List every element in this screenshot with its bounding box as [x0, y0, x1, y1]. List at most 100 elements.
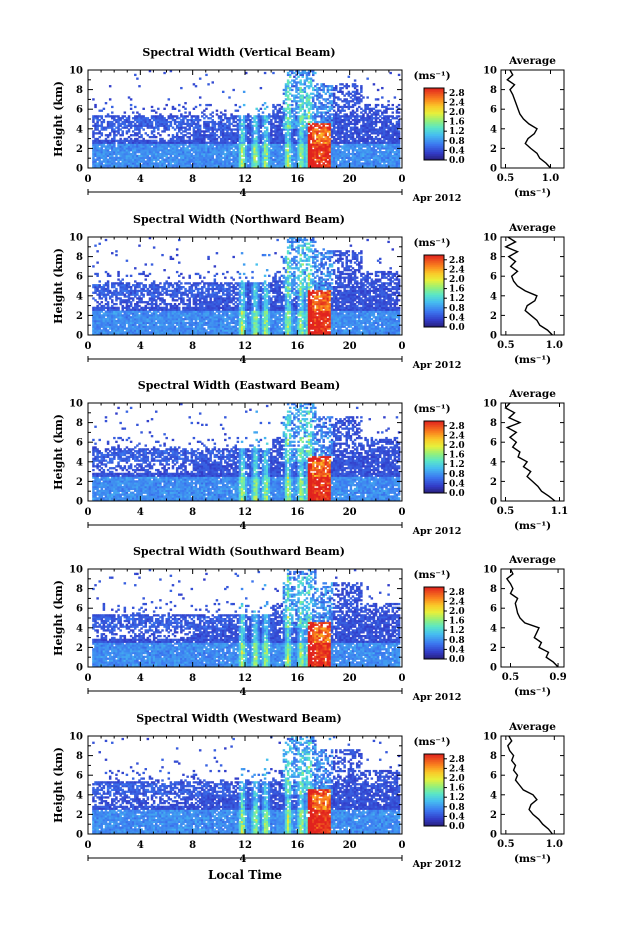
- heatmap-cell: [113, 302, 116, 306]
- heatmap-cell: [341, 86, 344, 90]
- heatmap-cell: [113, 128, 116, 131]
- heatmap-cell: [335, 152, 338, 156]
- heatmap-cell: [335, 139, 338, 143]
- heatmap-cell: [163, 164, 166, 167]
- heatmap-cell: [360, 156, 363, 159]
- heatmap-cell: [196, 126, 200, 129]
- heatmap-cell: [332, 139, 336, 143]
- heatmap-cell: [366, 151, 369, 154]
- heatmap-cell: [320, 115, 323, 118]
- heatmap-cell: [150, 109, 154, 112]
- heatmap-cell: [240, 147, 244, 150]
- heatmap-cell: [291, 85, 294, 88]
- heatmap-cell: [251, 130, 254, 133]
- heatmap-cell: [140, 147, 143, 150]
- heatmap-cell: [322, 132, 325, 135]
- heatmap-cell: [288, 147, 292, 150]
- heatmap-cell: [219, 145, 223, 148]
- heatmap-cell: [309, 149, 313, 152]
- heatmap-cell: [389, 122, 392, 126]
- heatmap-cell: [311, 135, 315, 139]
- heatmap-cell: [358, 105, 361, 109]
- heatmap-cell: [106, 147, 110, 150]
- heatmap-cell: [140, 115, 143, 118]
- heatmap-cell: [372, 120, 376, 124]
- heatmap-cell: [353, 143, 357, 146]
- heatmap-cell: [280, 156, 284, 159]
- heatmap-cell: [276, 111, 279, 114]
- heatmap-cell: [198, 152, 202, 156]
- heatmap-cell: [121, 130, 124, 133]
- heatmap-cell: [117, 278, 120, 281]
- heatmap-cell: [355, 158, 359, 161]
- heatmap-cell: [111, 293, 114, 296]
- heatmap-cell: [268, 137, 271, 141]
- heatmap-cell: [268, 132, 271, 135]
- heatmap-cell: [372, 117, 376, 120]
- heatmap-cell: [381, 86, 384, 90]
- heatmap-cell: [178, 141, 181, 144]
- heatmap-cell: [343, 156, 346, 159]
- heatmap-cell: [301, 124, 305, 127]
- heatmap-cell: [370, 143, 374, 146]
- heatmap-cell: [280, 105, 284, 109]
- heatmap-cell: [332, 143, 336, 146]
- heatmap-cell: [389, 119, 392, 122]
- heatmap-cell: [395, 124, 399, 127]
- heatmap-cell: [194, 141, 198, 144]
- heatmap-cell: [165, 156, 168, 159]
- heatmap-cell: [309, 160, 313, 163]
- heatmap-cell: [347, 117, 351, 120]
- heatmap-cell: [94, 145, 97, 148]
- heatmap-cell: [299, 164, 302, 167]
- heatmap-cell: [111, 323, 114, 326]
- heatmap-cell: [240, 143, 244, 146]
- heatmap-cell: [372, 156, 376, 159]
- heatmap-cell: [307, 102, 311, 105]
- heatmap-cell: [368, 160, 371, 163]
- heatmap-cell: [368, 166, 371, 169]
- heatmap-cell: [282, 143, 286, 146]
- heatmap-cell: [194, 134, 198, 137]
- heatmap-cell: [303, 143, 307, 146]
- heatmap-cell: [364, 160, 367, 163]
- heatmap-cell: [295, 102, 298, 105]
- heatmap-cell: [353, 149, 357, 152]
- heatmap-cell: [341, 162, 344, 165]
- heatmap-cell: [131, 162, 135, 165]
- heatmap-cell: [314, 143, 317, 146]
- heatmap-cell: [211, 164, 214, 167]
- heatmap-cell: [119, 119, 122, 122]
- heatmap-cell: [152, 115, 156, 118]
- heatmap-cell: [261, 162, 265, 165]
- heatmap-cell: [305, 102, 309, 105]
- heatmap-cell: [98, 331, 101, 334]
- heatmap-cell: [100, 152, 104, 156]
- heatmap-cell: [140, 117, 143, 120]
- heatmap-cell: [98, 158, 101, 161]
- heatmap-cell: [251, 156, 254, 159]
- heatmap-cell: [385, 109, 388, 112]
- heatmap-cell: [370, 126, 374, 129]
- heatmap-cell: [345, 143, 348, 146]
- heatmap-cell: [230, 154, 233, 158]
- heatmap-cell: [284, 152, 288, 156]
- heatmap-cell: [129, 107, 133, 110]
- heatmap-cell: [362, 130, 365, 133]
- heatmap-cell: [295, 83, 298, 86]
- heatmap-cell: [119, 145, 122, 148]
- heatmap-cell: [190, 139, 194, 143]
- heatmap-cell: [314, 85, 317, 88]
- heatmap-cell: [165, 145, 168, 148]
- heatmap-cell: [152, 117, 156, 120]
- heatmap-cell: [299, 81, 302, 84]
- heatmap-cell: [387, 124, 390, 127]
- heatmap-cell: [358, 128, 361, 131]
- heatmap-cell: [286, 164, 290, 167]
- heatmap-cell: [138, 128, 141, 131]
- heatmap-cell: [121, 122, 124, 126]
- heatmap-cell: [138, 244, 141, 247]
- heatmap-cell: [178, 162, 181, 165]
- heatmap-cell: [311, 96, 315, 99]
- heatmap-cell: [322, 143, 325, 146]
